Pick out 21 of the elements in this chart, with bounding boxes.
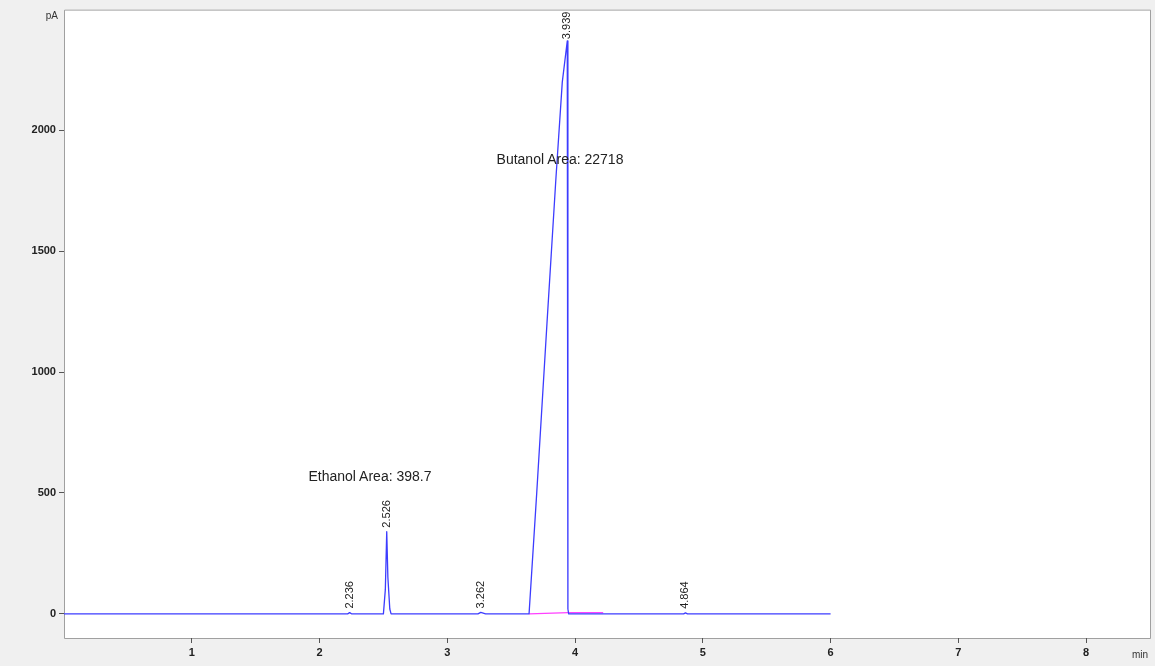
y-tick-label: 0 <box>49 606 56 619</box>
y-tick-label: 1500 <box>31 244 56 257</box>
annotation: 2.236 <box>342 581 355 609</box>
y-tick-label: 1000 <box>31 365 56 378</box>
x-tick-label: 7 <box>955 645 962 658</box>
annotation: 3.262 <box>473 580 486 609</box>
x-tick-label: 1 <box>188 645 195 658</box>
annotation: Ethanol Area: 398.7 <box>308 467 432 484</box>
x-tick-label: 6 <box>827 645 834 658</box>
x-tick-label: 4 <box>572 645 579 658</box>
x-tick-label: 2 <box>316 645 323 658</box>
x-axis-title: min <box>1131 648 1148 660</box>
annotation: 2.526 <box>379 500 392 528</box>
x-tick-label: 3 <box>444 645 451 658</box>
annotation: 4.864 <box>678 581 691 609</box>
annotation: 3.939 <box>560 11 573 40</box>
y-tick-label: 2000 <box>31 123 56 136</box>
y-axis-title: pA <box>45 10 59 22</box>
y-tick-label: 500 <box>37 486 56 499</box>
x-tick-label: 5 <box>699 645 706 658</box>
x-tick-label: 8 <box>1083 645 1090 658</box>
